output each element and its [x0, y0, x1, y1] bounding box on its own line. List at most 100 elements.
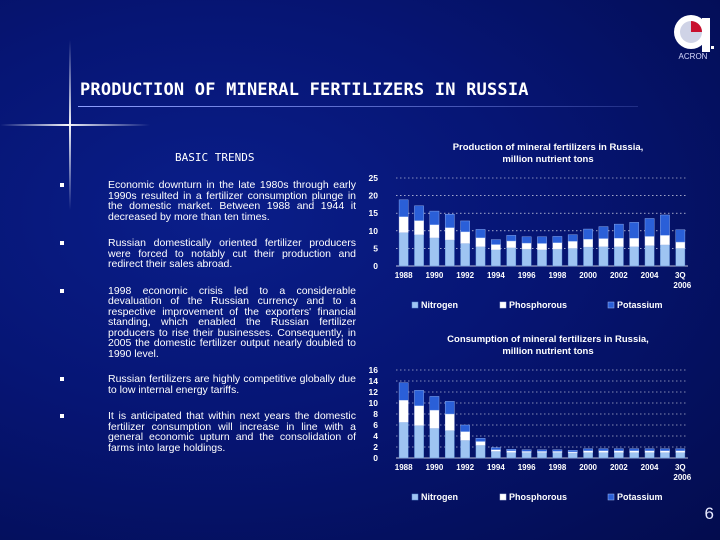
bar-potassium: [537, 449, 547, 452]
x-tick-label: 1994: [487, 463, 505, 472]
x-tick-label: 1990: [426, 463, 444, 472]
bar-potassium: [552, 236, 563, 243]
bullet-text: It is anticipated that within next years…: [108, 410, 356, 454]
bar-phosphorous: [583, 239, 593, 248]
x-tick-label: 1988: [395, 271, 413, 280]
bar-nitrogen: [475, 246, 486, 267]
bar-nitrogen: [429, 237, 440, 267]
chart-title-line: Production of mineral fertilizers in Rus…: [453, 142, 644, 153]
y-tick-label: 10: [369, 398, 379, 408]
y-tick-label: 0: [373, 453, 378, 463]
bar-phosphorous: [675, 450, 686, 453]
bullet-square-icon: [60, 241, 64, 245]
bullet-square-icon: [60, 183, 64, 187]
bar-potassium: [414, 390, 424, 406]
bar-phosphorous: [675, 241, 686, 249]
x-tick-label: 1992: [456, 463, 474, 472]
bar-potassium: [491, 239, 501, 245]
bar-potassium: [567, 450, 578, 453]
bar-nitrogen: [614, 452, 624, 459]
bar-potassium: [429, 210, 440, 226]
bar-nitrogen: [414, 234, 424, 267]
x-tick-label: 1988: [395, 463, 413, 472]
y-tick-label: 4: [373, 431, 378, 441]
bar-potassium: [398, 382, 409, 401]
bar-nitrogen: [460, 243, 470, 267]
bar-nitrogen: [583, 246, 593, 267]
y-tick-label: 20: [369, 191, 379, 201]
bar-nitrogen: [660, 452, 670, 459]
bar-nitrogen: [521, 248, 532, 267]
bar-potassium: [614, 223, 624, 239]
bar-nitrogen: [567, 248, 578, 267]
bar-potassium: [506, 235, 517, 242]
x-tick-label: 2004: [641, 271, 659, 280]
bar-phosphorous: [414, 220, 424, 235]
bar-phosphorous: [629, 450, 640, 453]
bar-nitrogen: [644, 452, 655, 459]
bar-potassium: [460, 220, 470, 233]
y-tick-label: 10: [369, 226, 379, 236]
bar-nitrogen: [614, 246, 624, 267]
legend-swatch: [607, 301, 615, 309]
bar-phosphorous: [460, 431, 470, 441]
bar-potassium: [444, 401, 455, 415]
bullet-text: Russian domestically oriented fertilizer…: [108, 237, 356, 270]
bar-potassium: [398, 199, 409, 217]
x-tick-label: 1994: [487, 271, 505, 280]
bar-potassium: [506, 448, 517, 452]
bar-phosphorous: [644, 450, 655, 453]
bullet-text: Economic downturn in the late 1980s thro…: [108, 179, 356, 223]
bullet-square-icon: [60, 414, 64, 418]
x-tick-label: 2000: [579, 463, 597, 472]
bullet-item: Russian fertilizers are highly competiti…: [60, 374, 356, 395]
bar-nitrogen: [629, 246, 640, 267]
bar-potassium: [567, 234, 578, 242]
bar-nitrogen: [537, 452, 547, 459]
bar-potassium: [521, 236, 532, 244]
bar-nitrogen: [629, 452, 640, 459]
bar-potassium: [444, 214, 455, 228]
bar-phosphorous: [475, 237, 486, 247]
bar-phosphorous: [491, 244, 501, 251]
y-tick-label: 6: [373, 420, 378, 430]
x-tick-label-line2: 2006: [673, 281, 691, 290]
page-number: 6: [704, 504, 714, 523]
y-tick-label: 15: [369, 208, 379, 218]
bar-nitrogen: [491, 451, 501, 459]
x-tick-label: 1998: [548, 271, 566, 280]
bar-phosphorous: [537, 243, 547, 251]
x-tick-label: 1990: [426, 271, 444, 280]
lens-flare-horizontal: [0, 124, 150, 126]
x-tick-label: 2002: [610, 463, 628, 472]
x-tick-label-line2: 2006: [673, 473, 691, 482]
bar-nitrogen: [506, 247, 517, 267]
production-chart: Production of mineral fertilizers in Rus…: [369, 142, 692, 310]
x-tick-label: 1992: [456, 271, 474, 280]
bar-nitrogen: [444, 239, 455, 267]
y-tick-label: 25: [369, 173, 379, 183]
bar-phosphorous: [491, 449, 501, 452]
bar-potassium: [583, 448, 593, 452]
bar-potassium: [475, 437, 486, 442]
bar-nitrogen: [398, 422, 409, 459]
bullet-square-icon: [60, 377, 64, 381]
legend-label: Nitrogen: [421, 492, 458, 502]
bullet-text: 1998 economic crisis led to a considerab…: [108, 284, 356, 360]
y-tick-label: 16: [369, 365, 379, 375]
x-tick-label: 1996: [518, 271, 536, 280]
bar-potassium: [629, 448, 640, 452]
bar-potassium: [660, 214, 670, 236]
bar-nitrogen: [460, 440, 470, 459]
x-tick-label: 3Q: [675, 271, 686, 280]
legend-swatch: [499, 493, 507, 501]
bar-phosphorous: [414, 405, 424, 426]
bullet-text: Russian fertilizers are highly competiti…: [108, 373, 356, 396]
bar-nitrogen: [521, 452, 532, 459]
legend-swatch: [411, 301, 419, 309]
bar-phosphorous: [429, 409, 440, 429]
bar-potassium: [429, 396, 440, 411]
bar-phosphorous: [552, 242, 563, 250]
bar-nitrogen: [537, 249, 547, 267]
bar-phosphorous: [629, 237, 640, 247]
